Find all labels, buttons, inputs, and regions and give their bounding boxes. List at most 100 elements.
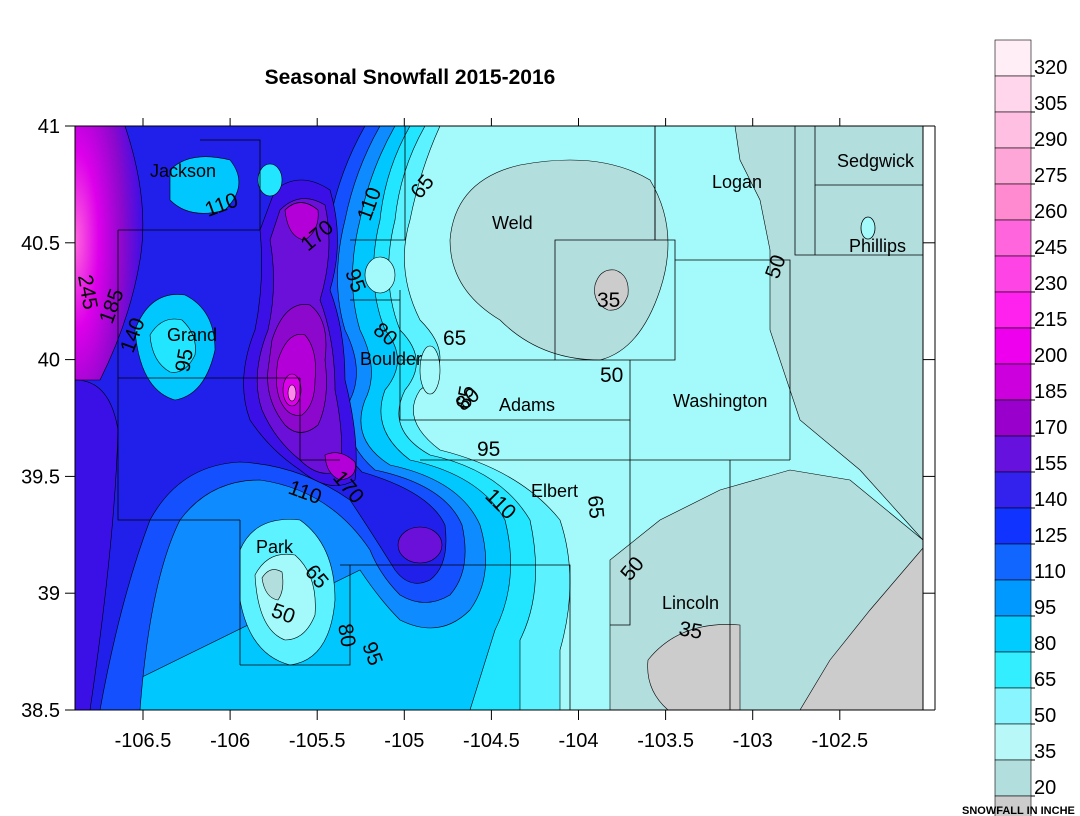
legend-swatch — [994, 255, 1032, 293]
region-35-park — [261, 569, 284, 601]
county-label-elbert: Elbert — [531, 481, 578, 501]
region-35-phillips — [860, 216, 876, 240]
legend-swatch — [994, 111, 1032, 149]
legend-swatch — [994, 327, 1032, 365]
y-tick-label: 41 — [38, 116, 60, 138]
contour-label: 95 — [477, 438, 500, 461]
x-tick-label: -104 — [558, 730, 598, 752]
region-20-lincoln — [647, 624, 741, 710]
legend-label: 230 — [1034, 273, 1067, 295]
legend-label: 20 — [1034, 777, 1056, 799]
legend-label: 290 — [1034, 129, 1067, 151]
region-170-southeast — [397, 526, 443, 564]
x-tick-label: -106 — [210, 730, 250, 752]
x-tick-label: -104.5 — [463, 730, 520, 752]
region-65-north — [364, 256, 396, 294]
region-35-northeast — [734, 126, 923, 541]
y-tick-label: 40.5 — [21, 233, 60, 255]
county-label-park: Park — [256, 537, 294, 557]
x-tick-label: -105.5 — [289, 730, 346, 752]
region-80-grand — [149, 318, 196, 373]
contour-label: 65 — [452, 384, 479, 411]
contour-label: 95 — [171, 347, 198, 374]
legend-label: 140 — [1034, 489, 1067, 511]
y-tick-label: 40 — [38, 350, 60, 372]
contour-label: 35 — [677, 617, 704, 644]
legend-label: 95 — [1034, 597, 1056, 619]
legend-label: 305 — [1034, 93, 1067, 115]
legend-swatch — [994, 687, 1032, 725]
y-tick-label: 39.5 — [21, 466, 60, 488]
legend-swatch — [994, 471, 1032, 509]
legend-swatch — [994, 183, 1032, 221]
region-185-south — [324, 452, 356, 481]
legend-label: 110 — [1034, 561, 1066, 583]
region-95-jackson — [169, 156, 240, 214]
y-tick-label: 39 — [38, 583, 60, 605]
contour-label: 65 — [443, 327, 466, 350]
county-label-phillips: Phillips — [849, 236, 906, 256]
county-label-lincoln: Lincoln — [662, 593, 719, 613]
legend-swatch — [994, 399, 1032, 437]
legend-swatch — [994, 147, 1032, 185]
county-boundaries — [117, 126, 923, 710]
legend-swatch — [994, 291, 1032, 329]
legend-footer: SNOWFALL IN INCHE — [962, 805, 1075, 816]
x-tick-label: -102.5 — [811, 730, 868, 752]
legend-swatch — [994, 795, 1032, 816]
county-label-grand: Grand — [167, 325, 217, 345]
legend: 320 305 290 275 260 245 230 215 200 185 170 155 140 1… — [994, 39, 1067, 816]
legend-label: 155 — [1034, 453, 1067, 475]
legend-swatch — [994, 435, 1032, 473]
x-tick-label: -103 — [733, 730, 773, 752]
legend-label: 200 — [1034, 345, 1067, 367]
legend-label: 170 — [1034, 417, 1067, 439]
legend-label: 245 — [1034, 237, 1067, 259]
legend-label: 185 — [1034, 381, 1067, 403]
legend-swatch — [994, 615, 1032, 653]
legend-swatch — [994, 363, 1032, 401]
legend-label: 125 — [1034, 525, 1067, 547]
map-title: Seasonal Snowfall 2015-2016 — [265, 66, 556, 89]
legend-label: 80 — [1034, 633, 1056, 655]
region-155-west — [75, 379, 119, 710]
map-plot-area — [75, 126, 923, 710]
region-50-boulder — [419, 345, 441, 395]
region-245-peak — [287, 384, 297, 402]
legend-label: 260 — [1034, 201, 1067, 223]
x-axis: -106.5 -106 -105.5 -105 -104.5 -104 -103.5 -103… — [115, 118, 868, 752]
plot-frame — [74, 125, 924, 711]
legend-label: 35 — [1034, 741, 1056, 763]
legend-swatch — [994, 219, 1032, 257]
legend-swatch — [994, 507, 1032, 545]
legend-label: 215 — [1034, 309, 1067, 331]
county-labels: Jackson Grand Boulder Park Weld Logan Se… — [150, 151, 915, 613]
county-label-sedgwick: Sedgwick — [837, 151, 915, 171]
legend-label: 320 — [1034, 57, 1067, 79]
legend-swatch — [994, 723, 1032, 761]
legend-swatch — [994, 39, 1032, 77]
region-west-high — [75, 126, 144, 381]
y-tick-label: 38.5 — [21, 700, 60, 722]
county-label-boulder: Boulder — [360, 349, 422, 369]
county-label-jackson: Jackson — [150, 161, 216, 181]
contour-label: 80 — [333, 622, 360, 649]
y-axis: 41 40.5 40 39.5 39 38.5 — [21, 116, 935, 722]
x-tick-label: -105 — [384, 730, 424, 752]
county-label-washington: Washington — [673, 391, 767, 411]
x-tick-label: -103.5 — [637, 730, 694, 752]
contour-label: 35 — [597, 289, 620, 312]
county-label-weld: Weld — [492, 213, 533, 233]
contour-label: 65 — [583, 494, 608, 519]
county-label-adams: Adams — [499, 395, 555, 415]
legend-swatch — [994, 543, 1032, 581]
legend-swatch — [994, 651, 1032, 689]
legend-label: 65 — [1034, 669, 1056, 691]
x-tick-label: -106.5 — [115, 730, 172, 752]
region-20-weld — [594, 269, 629, 311]
contour-label: 50 — [600, 364, 623, 387]
legend-swatch — [994, 75, 1032, 113]
legend-label: 275 — [1034, 165, 1067, 187]
region-80-jackson — [257, 163, 283, 197]
